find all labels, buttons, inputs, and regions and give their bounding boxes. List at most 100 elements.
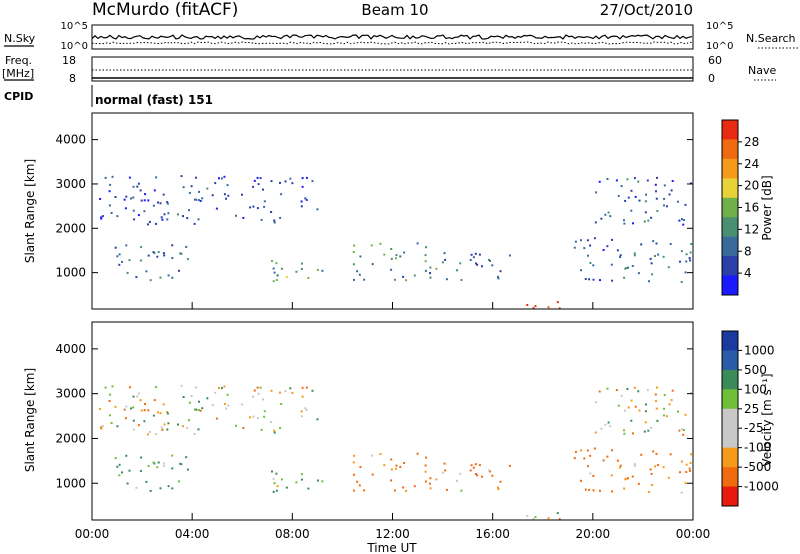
station-title: McMurdo (fitACF) [92,0,238,20]
echo-cell [180,463,183,466]
echo-cell [273,482,276,485]
echo-cell [133,428,136,431]
echo-cell [532,518,535,521]
echo-cell [652,240,655,243]
echo-cell [684,203,687,206]
echo-cell [443,462,446,465]
echo-cell [301,395,304,398]
echo-cell [353,278,355,281]
echo-cell [610,474,613,477]
echo-cell [402,275,405,278]
echo-cell [153,189,156,192]
echo-cell [132,395,135,398]
echo-cell [616,459,619,462]
echo-cell [270,421,273,423]
echo-cell [583,247,586,250]
echo-cell [157,251,160,253]
echo-cell [139,259,142,262]
power-echo-cells [99,175,693,310]
echo-cell [214,391,217,394]
echo-cell [241,193,243,196]
echo-cell [118,463,121,466]
echo-cell [137,214,140,217]
echo-cell [429,266,432,269]
echo-cell [679,471,681,474]
echo-cell [235,424,237,427]
colorbar-segment [722,467,738,488]
echo-cell [154,222,157,225]
echo-cell [470,253,473,256]
echo-cell [201,407,204,410]
echo-cell [534,305,537,308]
echo-cell [644,211,647,214]
colorbar-tick-label: 28 [744,135,759,149]
echo-cell [574,240,577,243]
echo-cell [279,216,282,219]
echo-cell [193,408,196,411]
echo-cell [689,461,692,464]
echo-cell [478,464,481,467]
echo-cell [627,196,630,199]
echo-cell [356,480,359,483]
echo-cell [390,458,393,461]
echo-cell [684,413,687,416]
echo-cell [655,407,658,410]
echo-cell [663,414,665,417]
echo-cell [690,453,693,456]
echo-cell [456,479,458,482]
echo-cell [167,274,170,277]
echo-cell [125,244,128,247]
echo-cell [690,392,692,395]
echo-cell [371,263,374,266]
y-tick-label: 4000 [55,133,86,147]
echo-cell [534,516,537,519]
echo-cell [227,194,230,197]
echo-cell [273,271,276,274]
echo-cell [646,179,649,182]
y-tick-label: 3000 [55,177,86,191]
echo-cell [273,429,276,432]
echo-cell [104,176,107,179]
echo-cell [497,486,499,489]
echo-cell [316,479,319,482]
echo-cell [166,411,169,413]
echo-cell [623,429,625,432]
echo-cell [611,490,614,493]
echo-cell [155,386,158,389]
echo-cell [670,399,673,402]
echo-cell [595,401,598,404]
echo-cell [133,218,136,221]
colorbar-segment [722,275,738,296]
echo-cell [625,267,628,270]
nsky-trace [91,34,693,40]
echo-cell [279,427,282,429]
echo-cell [147,199,150,202]
echo-cell [592,474,595,477]
echo-cell [223,385,226,388]
cpid-label: CPID [4,90,33,103]
echo-cell [193,433,196,435]
echo-cell [304,407,307,410]
echo-cell [289,387,292,390]
echo-cell [108,400,111,402]
frequency-panel: Freq. [MHz] 18 8 Nave 60 0 [2,54,776,85]
echo-cell [139,189,142,192]
echo-cell [116,465,119,468]
echo-cell [285,275,288,278]
echo-cell [645,403,647,406]
echo-cell [460,279,463,281]
echo-cell [272,280,275,283]
echo-cell [160,216,163,219]
echo-cell [130,407,132,410]
echo-cell [271,260,273,262]
colorbar-segment [722,331,738,351]
echo-cell [118,263,121,266]
echo-cell [640,243,643,246]
echo-cell [280,478,283,481]
echo-cell [100,217,103,220]
echo-cell [619,254,622,257]
echo-cell [429,272,431,275]
echo-cell [182,396,185,398]
echo-cell [159,202,162,205]
